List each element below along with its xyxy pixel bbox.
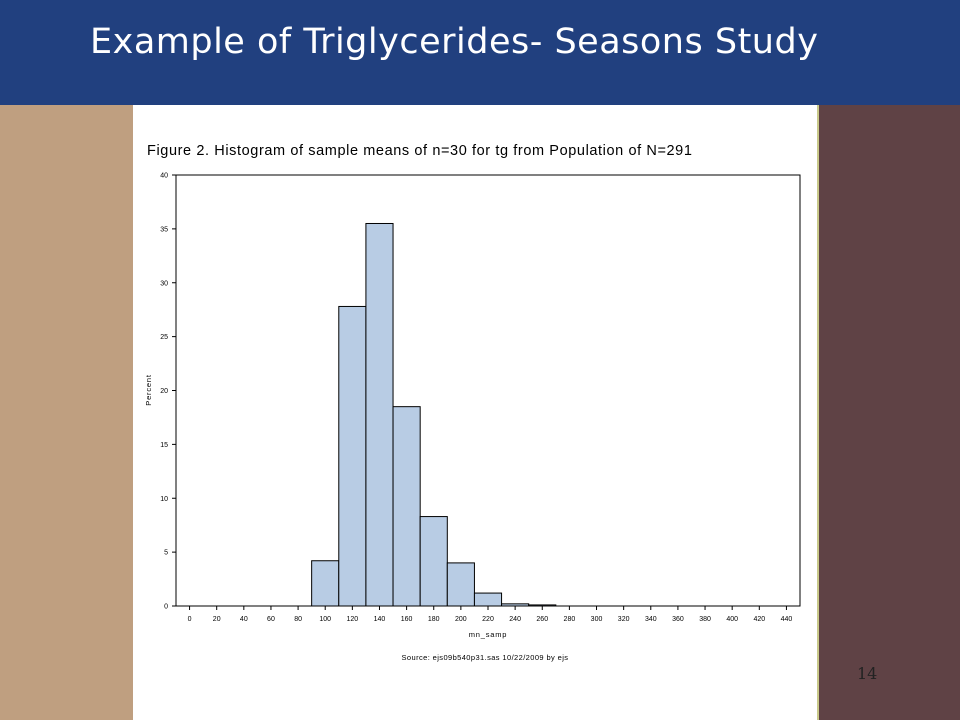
y-axis: 0 5 10 15 20 25 30 35 40	[160, 173, 176, 611]
page-number: 14	[857, 664, 878, 683]
figure-title: Figure 2. Histogram of sample means of n…	[147, 143, 693, 159]
x-tick-label: 100	[319, 616, 331, 623]
x-tick-label: 0	[188, 616, 192, 623]
histogram-bar	[311, 560, 340, 607]
x-tick-label: 360	[672, 616, 684, 623]
histogram-bar	[338, 305, 367, 607]
x-tick-label: 40	[240, 616, 248, 623]
x-tick-label: 380	[699, 616, 711, 623]
right-decor-band	[818, 0, 960, 720]
histogram-bar	[473, 592, 503, 607]
histogram-bar	[392, 406, 421, 607]
x-tick-label: 340	[645, 616, 657, 623]
y-tick-label: 25	[160, 334, 168, 341]
x-tick-label: 420	[753, 616, 765, 623]
x-axis-label: mn_samp	[469, 630, 508, 639]
y-tick-label: 0	[164, 604, 168, 611]
y-tick-label: 20	[160, 388, 168, 395]
histogram-bar	[528, 604, 557, 607]
right-band-divider	[817, 105, 819, 720]
y-tick-label: 5	[164, 550, 168, 557]
histogram-bar	[365, 222, 394, 607]
x-tick-label: 60	[267, 616, 275, 623]
histogram-bar	[501, 603, 530, 607]
x-tick-label: 200	[455, 616, 467, 623]
left-decor-band	[0, 0, 133, 720]
x-tick-label: 240	[509, 616, 521, 623]
x-tick-label: 160	[401, 616, 413, 623]
slide-title: Example of Triglycerides- Seasons Study	[90, 22, 819, 62]
x-tick-label: 300	[591, 616, 603, 623]
x-tick-label: 440	[781, 616, 793, 623]
plot-frame	[175, 174, 801, 607]
histogram-bar	[419, 516, 448, 607]
source-note: Source: ejs09b540p31.sas 10/22/2009 by e…	[402, 653, 569, 662]
x-tick-label: 180	[428, 616, 440, 623]
histogram-chart: Figure 2. Histogram of sample means of n…	[144, 143, 801, 662]
x-tick-label: 260	[536, 616, 548, 623]
y-tick-label: 35	[160, 226, 168, 233]
y-axis-label: Percent	[144, 374, 153, 406]
y-tick-label: 10	[160, 496, 168, 503]
x-tick-label: 220	[482, 616, 494, 623]
y-tick-label: 40	[160, 173, 168, 180]
y-tick-label: 30	[160, 280, 168, 287]
histogram-bar	[446, 562, 475, 607]
x-tick-label: 280	[564, 616, 576, 623]
x-tick-label: 320	[618, 616, 630, 623]
y-tick-label: 15	[160, 442, 168, 449]
slide-header: Example of Triglycerides- Seasons Study	[0, 0, 960, 105]
x-tick-label: 20	[213, 616, 221, 623]
histogram-bars	[311, 222, 557, 607]
x-tick-label: 120	[347, 616, 359, 623]
x-tick-label: 400	[726, 616, 738, 623]
x-axis: 0 20 40 60 80 100 120 140 160 180 200 220 240 260 280 3…	[188, 606, 793, 623]
x-tick-label: 140	[374, 616, 386, 623]
x-tick-label: 80	[294, 616, 302, 623]
